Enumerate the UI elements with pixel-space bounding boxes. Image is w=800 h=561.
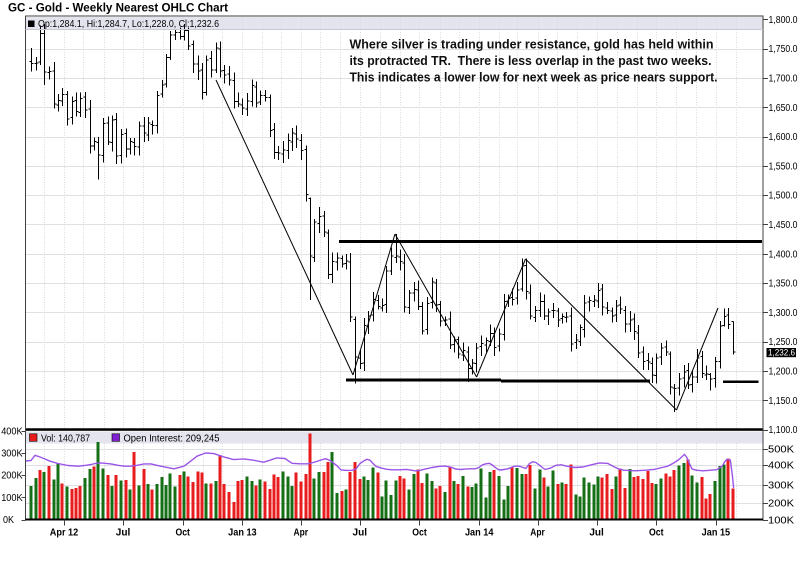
svg-text:Where silver is trading under: Where silver is trading under resistance… xyxy=(350,38,714,52)
svg-text:1,650.0: 1,650.0 xyxy=(769,103,798,114)
svg-text:GC - Gold - Weekly Nearest OHL: GC - Gold - Weekly Nearest OHLC Chart xyxy=(8,1,228,15)
svg-text:1,800.0: 1,800.0 xyxy=(769,15,798,26)
svg-text:200K: 200K xyxy=(768,499,794,510)
svg-text:1,500.0: 1,500.0 xyxy=(769,191,798,202)
svg-text:Open Interest: 209,245: Open Interest: 209,245 xyxy=(124,434,220,445)
svg-text:100K: 100K xyxy=(768,516,794,527)
svg-text:400K: 400K xyxy=(768,461,794,472)
svg-text:its protracted TR. There is l: its protracted TR. There is less overlap… xyxy=(350,54,712,68)
svg-text:1,300.0: 1,300.0 xyxy=(769,308,798,319)
svg-text:100K: 100K xyxy=(1,493,23,504)
svg-text:1,450.0: 1,450.0 xyxy=(769,220,798,231)
svg-text:Jan 13: Jan 13 xyxy=(228,527,257,539)
svg-text:Op:1,284.1, Hi:1,284.7, Lo:1,2: Op:1,284.1, Hi:1,284.7, Lo:1,228.0, Cl:1… xyxy=(38,19,219,30)
svg-text:1,250.0: 1,250.0 xyxy=(769,337,798,348)
svg-text:200K: 200K xyxy=(1,471,23,482)
svg-text:400K: 400K xyxy=(1,427,23,438)
svg-text:1,232.6: 1,232.6 xyxy=(768,348,795,358)
svg-text:Apr: Apr xyxy=(530,527,545,539)
svg-text:Jul: Jul xyxy=(116,527,131,539)
svg-text:Vol: 140,787: Vol: 140,787 xyxy=(41,434,90,445)
svg-text:1,700.0: 1,700.0 xyxy=(769,74,798,85)
svg-text:1,350.0: 1,350.0 xyxy=(769,279,798,290)
svg-text:300K: 300K xyxy=(768,480,794,491)
svg-text:Jan 14: Jan 14 xyxy=(465,527,494,539)
svg-text:1,100.0: 1,100.0 xyxy=(769,425,798,436)
svg-text:1,600.0: 1,600.0 xyxy=(769,132,798,143)
svg-text:1,400.0: 1,400.0 xyxy=(769,249,798,260)
svg-text:1,550.0: 1,550.0 xyxy=(769,161,798,172)
svg-text:Apr: Apr xyxy=(294,527,309,539)
svg-text:500K: 500K xyxy=(768,444,794,455)
svg-text:Oct: Oct xyxy=(649,527,664,539)
svg-text:300K: 300K xyxy=(1,449,23,460)
svg-text:1,200.0: 1,200.0 xyxy=(769,367,798,378)
svg-text:Oct: Oct xyxy=(175,527,190,539)
svg-text:1,150.0: 1,150.0 xyxy=(769,396,798,407)
svg-text:Jul: Jul xyxy=(353,527,368,539)
svg-text:Jul: Jul xyxy=(589,527,604,539)
svg-text:Apr 12: Apr 12 xyxy=(50,527,79,539)
svg-text:Oct: Oct xyxy=(412,527,427,539)
svg-text:Jan 15: Jan 15 xyxy=(702,527,731,539)
svg-text:1,750.0: 1,750.0 xyxy=(769,44,798,55)
svg-text:0K: 0K xyxy=(3,515,14,526)
svg-text:This indicates a lower low for: This indicates a lower low for next week… xyxy=(350,71,718,85)
